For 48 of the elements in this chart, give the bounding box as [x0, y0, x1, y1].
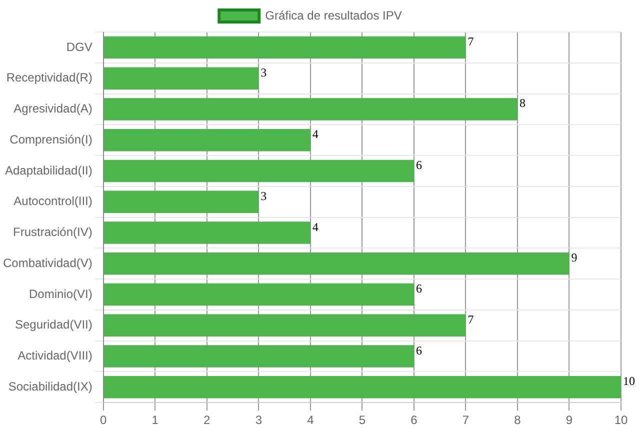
bar — [104, 376, 621, 398]
bar — [104, 222, 310, 244]
bar — [104, 252, 570, 275]
x-tick-label: 6 — [410, 413, 418, 428]
data-label: 6 — [416, 158, 422, 172]
y-tick-label: DGV — [66, 40, 92, 54]
bar — [104, 190, 259, 213]
x-tick-label: 0 — [100, 413, 108, 428]
x-tick-label: 3 — [255, 413, 262, 428]
y-tick-label: Dominio(VI) — [29, 286, 92, 301]
bar — [104, 98, 518, 120]
y-tick-label: Comprensión(I) — [10, 132, 92, 146]
bar — [104, 128, 310, 152]
data-label: 3 — [260, 188, 267, 203]
bar — [104, 314, 466, 337]
data-label: 8 — [519, 96, 526, 110]
x-tick-label: 9 — [566, 413, 573, 428]
y-tick-label: Frustración(IV) — [13, 225, 92, 240]
bar — [104, 345, 414, 368]
y-tick-label: Seguridad(VII) — [14, 318, 92, 332]
bar — [104, 67, 259, 90]
data-label: 4 — [312, 127, 318, 142]
bar — [104, 160, 414, 182]
x-tick-label: 10 — [614, 413, 628, 428]
y-tick-label: Agresividad(A) — [14, 102, 92, 116]
data-label: 6 — [416, 282, 422, 296]
data-label: 7 — [468, 312, 474, 326]
x-tick-label: 5 — [358, 413, 366, 428]
y-tick-label: Sociabilidad(IX) — [8, 379, 92, 394]
data-label: 9 — [571, 250, 578, 265]
x-tick-label: 1 — [152, 413, 159, 428]
data-label: 3 — [260, 65, 267, 80]
y-tick-label: Actividad(VIII) — [18, 348, 92, 363]
data-label: 7 — [468, 34, 474, 48]
bar — [104, 283, 414, 306]
y-tick-label: Receptividad(R) — [6, 70, 92, 85]
y-tick-label: Adaptabilidad(II) — [4, 163, 92, 178]
x-tick-label: 8 — [514, 413, 522, 428]
data-label: 10 — [623, 374, 635, 388]
x-tick-label: 4 — [307, 413, 314, 428]
x-tick-label: 7 — [462, 413, 470, 428]
y-tick-label: Autocontrol(III) — [14, 194, 92, 208]
data-label: 4 — [312, 220, 318, 234]
bar — [104, 36, 466, 59]
legend-label: Gráfica de resultados IPV — [265, 8, 402, 22]
data-label: 6 — [416, 343, 422, 358]
y-tick-label: Combatividad(V) — [2, 256, 92, 270]
x-tick-label: 2 — [204, 413, 211, 428]
